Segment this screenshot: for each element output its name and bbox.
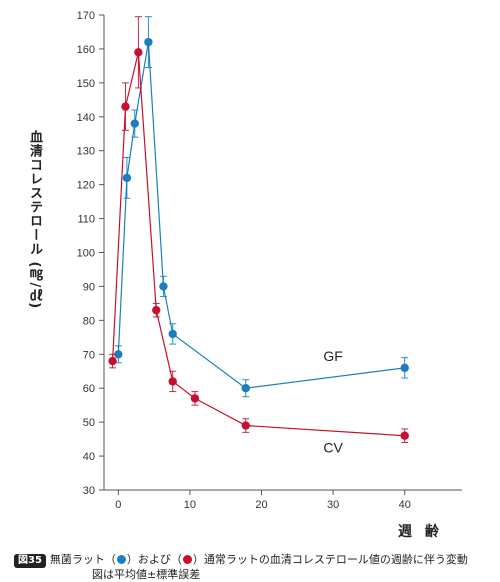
- caption-text-1: 無菌ラット（: [49, 553, 116, 566]
- axes: [103, 15, 462, 491]
- x-tick-label: 0: [115, 499, 121, 511]
- y-tick-label: 50: [83, 417, 95, 429]
- caption-text-3: ）通常ラットの血清コレステロール値の週齢に伴う変動: [192, 553, 468, 566]
- y-tick-label: 90: [83, 281, 95, 293]
- data-point-gf: [159, 282, 168, 291]
- data-point-gf: [114, 350, 123, 359]
- y-tick-label: 40: [83, 451, 95, 463]
- series-line-gf: [117, 42, 405, 389]
- caption-text-2: ）および（: [126, 553, 182, 566]
- y-tick-label: 80: [83, 315, 95, 327]
- x-axis-label: 週 齢: [398, 524, 443, 540]
- data-point-cv: [134, 48, 143, 57]
- y-tick-label: 110: [77, 214, 95, 226]
- figure-number-badge: 図35: [14, 554, 46, 568]
- series-cv: [108, 16, 409, 443]
- data-point-cv: [152, 305, 161, 315]
- cv-marker-icon: [182, 555, 192, 564]
- x-tick-label: 30: [327, 499, 339, 511]
- gf-marker-icon: [116, 555, 126, 564]
- y-tick-label: 170: [77, 10, 95, 22]
- data-point-gf: [400, 363, 409, 373]
- y-tick-label: 160: [77, 44, 95, 56]
- x-tick-label: 40: [399, 499, 411, 511]
- y-tick-label: 150: [77, 78, 95, 90]
- annotations: GF CV: [323, 348, 343, 456]
- data-point-cv: [400, 431, 409, 440]
- y-tick-label: 120: [77, 180, 95, 192]
- figure-caption: 図35 無菌ラット（ ）および（ ）通常ラットの血清コレステロール値の週齢に伴う変動 …: [14, 553, 468, 582]
- x-ticks: 0 10 20 30 40: [115, 490, 411, 511]
- data-point-cv: [108, 356, 117, 366]
- y-tick-label: 140: [77, 112, 95, 124]
- data-point-cv: [190, 394, 200, 403]
- y-axis-label: 血清コレステロール (㎎/㎗): [27, 130, 42, 310]
- y-tick-label: 60: [83, 383, 95, 395]
- data-point-cv: [168, 377, 177, 386]
- data-point-gf: [168, 329, 177, 339]
- series-line-cv: [111, 52, 405, 437]
- series-annotation: CV: [323, 440, 343, 456]
- data-point-gf: [122, 173, 132, 183]
- data-point-gf: [241, 384, 250, 393]
- series-annotation: GF: [323, 348, 342, 364]
- x-tick-label: 10: [184, 499, 196, 511]
- y-tick-label: 30: [83, 485, 95, 497]
- series-layer: [108, 16, 409, 443]
- data-point-gf: [144, 37, 153, 47]
- y-tick-label: 130: [77, 146, 95, 158]
- series-gf: [114, 16, 409, 398]
- y-ticks: 30 40 50 60 70 80 90 100 110 120 130 140 150 160 170: [77, 10, 104, 497]
- data-point-gf: [130, 119, 139, 128]
- data-point-cv: [241, 421, 250, 430]
- caption-note: 図は平均値±標準誤差: [92, 568, 201, 581]
- data-point-cv: [121, 102, 130, 111]
- x-tick-label: 20: [255, 499, 267, 511]
- y-tick-label: 70: [83, 349, 95, 361]
- y-tick-label: 100: [77, 248, 95, 260]
